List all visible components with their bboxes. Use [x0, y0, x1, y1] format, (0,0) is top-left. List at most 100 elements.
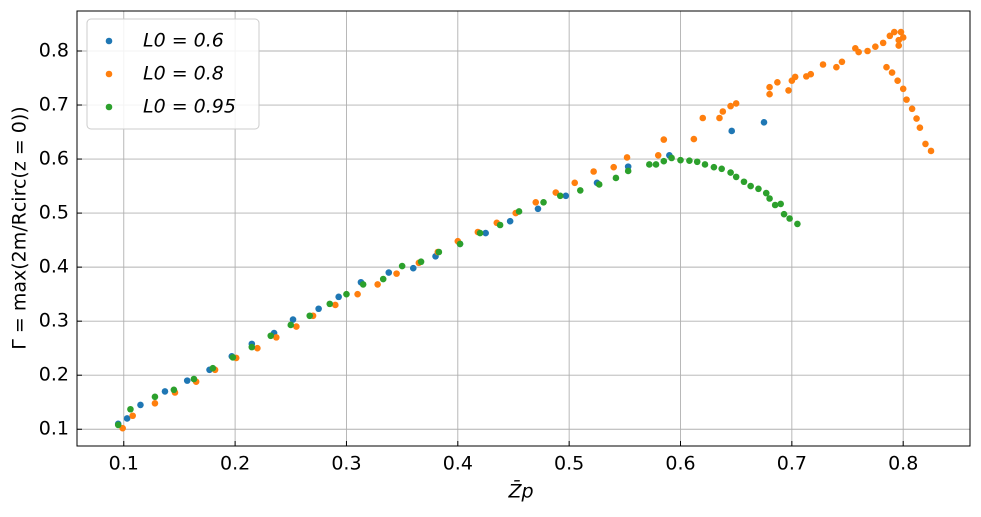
point	[170, 386, 178, 394]
point	[595, 181, 603, 188]
x-tick-label: 0.5	[554, 453, 584, 475]
point	[332, 301, 339, 309]
point	[534, 205, 542, 213]
x-tick-label: 0.3	[331, 453, 361, 475]
x-tick-label: 0.7	[777, 453, 807, 475]
y-axis-label: Γ = max(2m/Rcirc(z = 0))	[9, 106, 31, 349]
point	[654, 151, 662, 159]
point	[417, 258, 425, 266]
point	[686, 157, 693, 164]
point	[562, 192, 570, 200]
point	[719, 108, 727, 115]
point	[755, 185, 762, 193]
y-tick-label: 0.3	[39, 310, 69, 332]
point	[496, 221, 504, 229]
point	[716, 114, 723, 122]
point	[151, 400, 159, 407]
x-axis-label: Z̄p	[507, 478, 533, 502]
point	[209, 364, 217, 372]
legend-box	[86, 18, 260, 130]
point	[699, 114, 707, 122]
point	[385, 269, 393, 276]
point	[532, 198, 540, 206]
point	[899, 85, 907, 93]
y-tick-label: 0.1	[39, 418, 69, 440]
point	[895, 42, 903, 49]
point	[476, 229, 484, 237]
point	[660, 157, 668, 165]
legend-marker	[105, 70, 113, 78]
point	[879, 39, 887, 47]
point	[374, 281, 381, 288]
point	[506, 217, 514, 225]
point	[456, 240, 464, 248]
point	[774, 79, 781, 86]
point	[677, 156, 684, 164]
point	[786, 215, 793, 222]
point	[740, 178, 748, 186]
point	[335, 293, 342, 301]
point	[267, 332, 275, 340]
point	[927, 147, 935, 155]
point	[890, 28, 898, 36]
point	[701, 161, 709, 168]
point	[710, 163, 718, 171]
point	[766, 90, 773, 98]
point	[660, 136, 668, 143]
point	[916, 124, 924, 132]
x-tick-label: 0.6	[665, 453, 695, 475]
point	[727, 169, 734, 176]
point	[780, 210, 788, 218]
point	[833, 63, 840, 71]
point	[819, 61, 827, 68]
point	[883, 63, 890, 71]
point	[354, 290, 361, 298]
point	[807, 70, 815, 78]
point	[287, 321, 295, 329]
point	[306, 312, 314, 320]
x-tick-label: 0.4	[443, 453, 473, 475]
point	[254, 344, 261, 352]
legend-marker	[105, 103, 113, 111]
point	[623, 154, 631, 161]
point	[398, 262, 406, 270]
point	[693, 158, 701, 166]
point	[435, 248, 443, 256]
y-tick-label: 0.5	[39, 202, 69, 224]
legend-label: L0 = 0.8	[143, 63, 224, 85]
point	[903, 96, 910, 103]
point	[540, 198, 547, 206]
point	[766, 195, 773, 202]
point	[315, 305, 322, 313]
point	[872, 43, 879, 50]
point	[908, 105, 916, 113]
point	[888, 69, 896, 76]
legend-label: L0 = 0.95	[143, 96, 236, 118]
point	[556, 192, 564, 200]
point	[771, 201, 779, 209]
point	[732, 100, 740, 107]
point	[762, 189, 770, 197]
point	[886, 32, 894, 40]
y-tick-label: 0.4	[39, 256, 69, 278]
point	[161, 388, 169, 395]
point	[515, 208, 523, 215]
point	[728, 127, 736, 135]
point	[273, 334, 280, 341]
legend-marker	[105, 37, 113, 45]
point	[855, 48, 862, 56]
point	[151, 393, 159, 401]
point	[922, 140, 929, 148]
point	[838, 58, 846, 66]
point	[894, 77, 901, 85]
point	[379, 275, 387, 283]
y-tick-label: 0.7	[39, 94, 69, 116]
x-tick-label: 0.2	[220, 453, 250, 475]
point	[668, 154, 675, 162]
point	[760, 119, 768, 126]
point	[326, 300, 334, 308]
point	[612, 174, 620, 182]
x-tick-label: 0.8	[888, 453, 918, 475]
point	[229, 354, 237, 361]
